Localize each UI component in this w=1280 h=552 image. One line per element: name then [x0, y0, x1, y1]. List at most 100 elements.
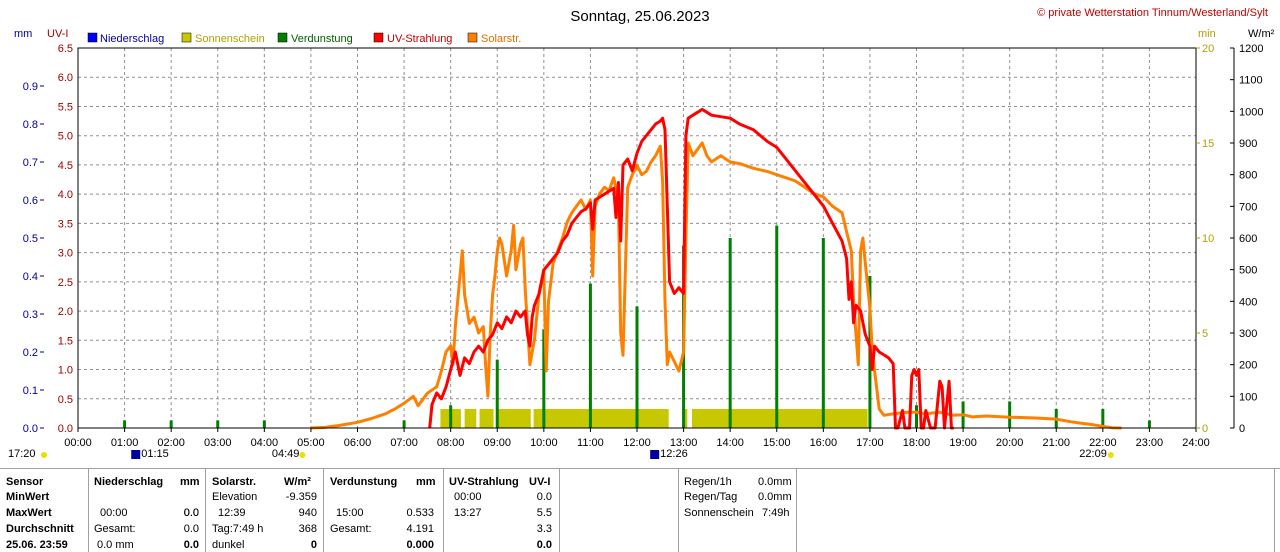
x-tick-label: 08:00	[437, 437, 465, 449]
x-tick-label: 15:00	[763, 437, 791, 449]
solar-elevation-label: Elevation	[212, 491, 258, 503]
x-tick-label: 21:00	[1042, 437, 1070, 449]
sensor-header: Sensor	[6, 476, 44, 488]
table-divider	[559, 468, 560, 552]
solar-header: Solarstr.	[212, 476, 257, 488]
solar-series-line	[310, 141, 1122, 430]
sunshine-bar	[533, 409, 669, 428]
legend-label-niederschlag: Niederschlag	[100, 33, 164, 45]
x-tick-label: 02:00	[157, 437, 185, 449]
verdunstung-total-value: 4.191	[406, 523, 434, 535]
legend-label-solar: Solarstr.	[481, 33, 521, 45]
niederschlag-total-label: Gesamt:	[94, 523, 136, 535]
w-tick-label: 300	[1239, 328, 1257, 340]
w-tick-label: 100	[1239, 391, 1257, 403]
uv-tick-label: 3.5	[58, 218, 73, 230]
niederschlag-max-value: 0.0	[183, 507, 199, 519]
uv-tick-label: 1.0	[58, 365, 73, 377]
x-tick-label: 12:00	[623, 437, 651, 449]
mm-tick-label: 0.1	[23, 385, 38, 397]
uv-min-value: 0.0	[536, 491, 552, 503]
w-tick-label: 1000	[1239, 106, 1263, 118]
niederschlag-current-text: 0.0 mm	[97, 539, 134, 551]
w-tick-label: 1200	[1239, 43, 1263, 55]
legend-swatch-uv	[373, 32, 384, 43]
mm-tick-label: 0.8	[23, 119, 38, 131]
uv-tick-label: 1.5	[58, 335, 73, 347]
astro-markers: 17:20 01:15 04:49 12:26 22:09	[8, 448, 1114, 460]
x-tick-label: 22:00	[1089, 437, 1117, 449]
x-tick-label: 06:00	[344, 437, 372, 449]
min-tick-label: 15	[1202, 138, 1214, 150]
verdunstung-max-value: 0.533	[406, 507, 434, 519]
uv-header: UV-Strahlung	[449, 476, 519, 488]
w-tick-label: 400	[1239, 296, 1257, 308]
x-tick-label: 05:00	[297, 437, 325, 449]
chart-title: Sonntag, 25.06.2023	[570, 8, 709, 25]
sonnenschein-value: 7:49h	[762, 507, 790, 519]
x-tick-label: 23:00	[1136, 437, 1164, 449]
x-tick-label: 17:00	[856, 437, 884, 449]
uv-tick-label: 2.0	[58, 306, 73, 318]
legend-swatch-verdunstung	[277, 32, 288, 43]
solar-unit: W/m²	[284, 476, 311, 488]
weather-chart: Sonntag, 25.06.2023 © private Wetterstat…	[8, 7, 1275, 460]
noon-icon	[650, 450, 660, 459]
x-tick-label: 18:00	[903, 437, 931, 449]
sonnenschein-label: Sonnenschein	[684, 507, 754, 519]
w-tick-label: 800	[1239, 170, 1257, 182]
legend-swatch-sonnenschein	[181, 32, 192, 43]
legend-label-verdunstung: Verdunstung	[291, 33, 353, 45]
solar-day-label: Tag:7:49 h	[212, 523, 264, 535]
moonrise-icon	[41, 452, 47, 458]
moonset-label: 01:15	[141, 448, 169, 460]
solar-elevation-value: -9.359	[285, 491, 317, 503]
table-top-border	[0, 468, 1280, 469]
regen-tag-label: Regen/Tag	[684, 491, 738, 503]
mm-tick-label: 0.7	[23, 157, 38, 169]
sunrise-label: 04:49	[272, 448, 300, 460]
solar-max-time: 12:39	[218, 507, 246, 519]
min-tick-label: 10	[1202, 233, 1214, 245]
mm-tick-label: 0.4	[23, 271, 38, 283]
mm-tick-label: 0.3	[23, 309, 38, 321]
niederschlag-header: Niederschlag	[94, 476, 164, 488]
moonrise-label: 17:20	[8, 448, 36, 460]
x-tick-label: 03:00	[204, 437, 232, 449]
sunset-icon	[1107, 452, 1114, 458]
x-tick-label: 01:00	[111, 437, 139, 449]
uv-avg-value: 3.3	[536, 523, 552, 535]
copyright-note: © private Wetterstation Tinnum/Westerlan…	[1037, 7, 1268, 19]
regen-tag-value: 0.0mm	[758, 491, 792, 503]
table-divider	[796, 468, 797, 552]
sunshine-bar	[683, 409, 688, 428]
w-tick-label: 200	[1239, 360, 1257, 372]
w-tick-label: 500	[1239, 265, 1257, 277]
legend-swatch-solar	[467, 32, 478, 43]
x-tick-label: 16:00	[810, 437, 838, 449]
maxwert-label: MaxWert	[6, 507, 52, 519]
x-tick-label: 00:00	[64, 437, 92, 449]
table-divider	[88, 468, 89, 552]
w-tick-label: 1100	[1239, 75, 1263, 87]
solar-current-value: 0	[310, 539, 317, 551]
legend-swatch-niederschlag	[87, 32, 98, 43]
minwert-label: MinWert	[6, 491, 50, 503]
min-tick-label: 20	[1202, 43, 1214, 55]
verdunstung-current-value: 0.000	[406, 539, 434, 551]
x-tick-label: 19:00	[949, 437, 977, 449]
w-tick-label: 0	[1239, 423, 1245, 435]
sunshine-bar	[691, 409, 868, 428]
uv-tick-label: 4.0	[58, 189, 73, 201]
uv-min-time: 00:00	[454, 491, 482, 503]
uv-max-time: 13:27	[454, 507, 482, 519]
mm-tick-label: 0.0	[23, 423, 38, 435]
regen-1h-value: 0.0mm	[758, 476, 792, 488]
niederschlag-unit: mm	[180, 476, 200, 488]
x-tick-label: 09:00	[483, 437, 511, 449]
sunshine-bar	[479, 409, 494, 428]
uv-tick-label: 0.5	[58, 394, 73, 406]
regen-1h-label: Regen/1h	[684, 476, 732, 488]
noon-label: 12:26	[660, 448, 688, 460]
x-tick-label: 04:00	[251, 437, 279, 449]
